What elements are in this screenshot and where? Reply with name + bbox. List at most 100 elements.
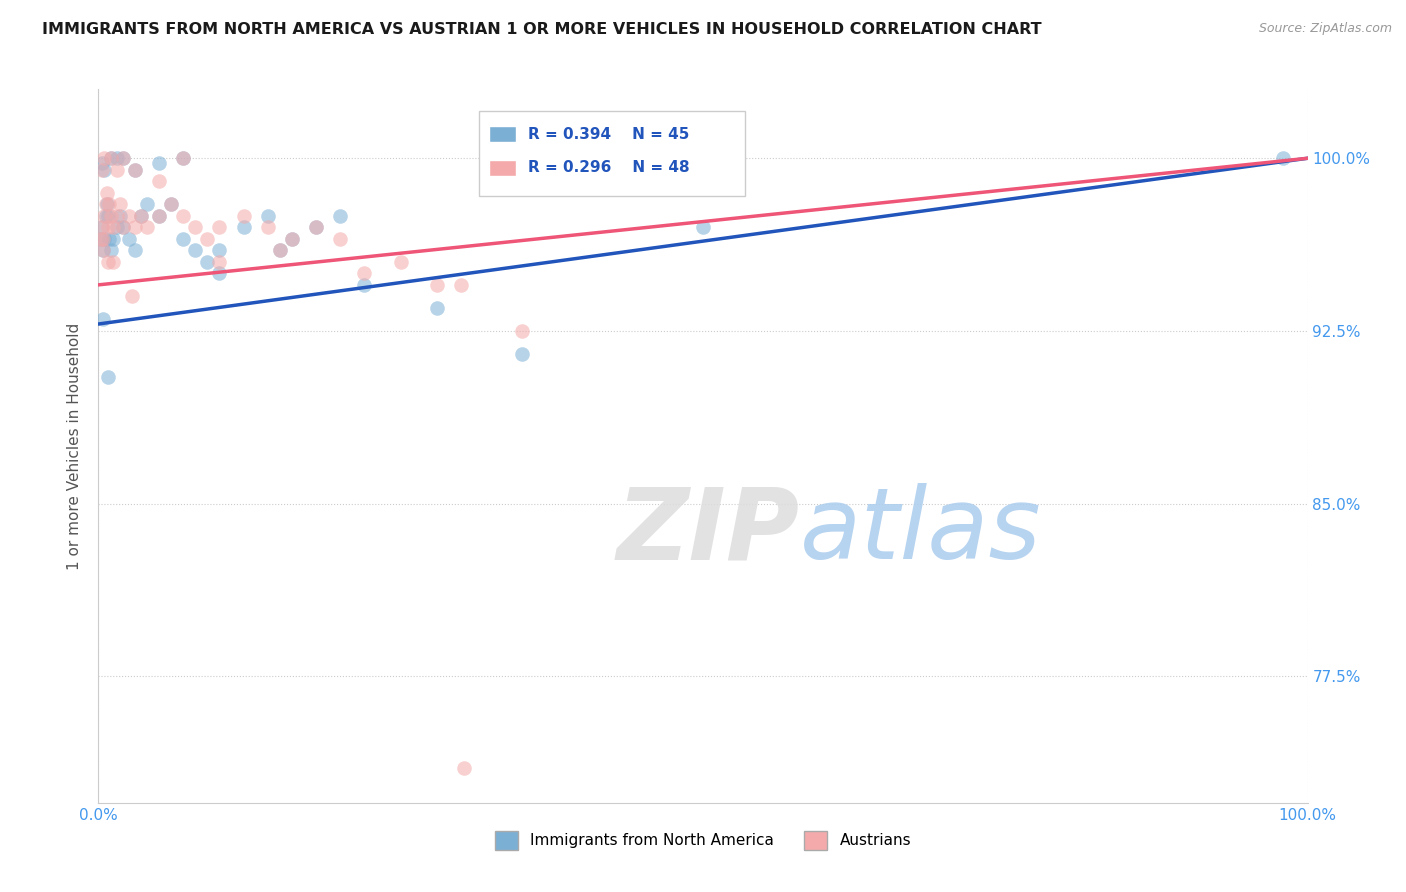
Point bbox=[101, 255, 124, 269]
Point bbox=[329, 232, 352, 246]
Point bbox=[129, 209, 152, 223]
Text: atlas: atlas bbox=[800, 483, 1042, 580]
Point bbox=[135, 197, 157, 211]
Y-axis label: 1 or more Vehicles in Household: 1 or more Vehicles in Household bbox=[67, 322, 83, 570]
Point bbox=[118, 209, 141, 223]
Point bbox=[100, 151, 122, 165]
Point bbox=[91, 244, 114, 258]
Point bbox=[98, 197, 121, 211]
Point bbox=[160, 197, 183, 211]
Text: R = 0.296    N = 48: R = 0.296 N = 48 bbox=[527, 161, 689, 175]
Point bbox=[93, 151, 115, 165]
Point bbox=[329, 209, 352, 223]
Point bbox=[281, 232, 304, 246]
Point bbox=[96, 197, 118, 211]
Point bbox=[93, 162, 115, 177]
Point bbox=[353, 277, 375, 292]
Point bbox=[91, 220, 114, 235]
Point bbox=[91, 220, 114, 235]
Point bbox=[96, 186, 118, 200]
Point bbox=[148, 156, 170, 170]
Point bbox=[208, 244, 231, 258]
Point bbox=[111, 151, 134, 165]
Text: ZIP: ZIP bbox=[617, 483, 800, 580]
Point bbox=[108, 197, 131, 211]
Point bbox=[195, 232, 218, 246]
Point bbox=[172, 151, 194, 165]
Point bbox=[101, 232, 124, 246]
Point bbox=[100, 209, 122, 223]
Point bbox=[91, 156, 114, 170]
Text: R = 0.394    N = 45: R = 0.394 N = 45 bbox=[527, 127, 689, 142]
Point bbox=[97, 220, 120, 235]
Point bbox=[98, 232, 121, 246]
Point bbox=[97, 370, 120, 384]
Legend: Immigrants from North America, Austrians: Immigrants from North America, Austrians bbox=[489, 825, 917, 855]
Point bbox=[148, 209, 170, 223]
Point bbox=[118, 232, 141, 246]
Point bbox=[426, 277, 449, 292]
Point bbox=[93, 209, 115, 223]
Point bbox=[389, 255, 412, 269]
Point bbox=[232, 209, 254, 223]
Text: IMMIGRANTS FROM NORTH AMERICA VS AUSTRIAN 1 OR MORE VEHICLES IN HOUSEHOLD CORREL: IMMIGRANTS FROM NORTH AMERICA VS AUSTRIA… bbox=[42, 22, 1042, 37]
Point bbox=[148, 209, 170, 223]
Point bbox=[172, 151, 194, 165]
Bar bbox=[489, 127, 516, 142]
Point bbox=[269, 244, 291, 258]
Point bbox=[105, 162, 128, 177]
Point bbox=[111, 220, 134, 235]
Point bbox=[184, 220, 207, 235]
Point bbox=[101, 220, 124, 235]
Point bbox=[305, 220, 328, 235]
Point bbox=[105, 209, 128, 223]
Point bbox=[105, 220, 128, 235]
Point bbox=[1272, 151, 1295, 165]
Point bbox=[108, 209, 131, 223]
Point bbox=[94, 197, 117, 211]
Point bbox=[135, 220, 157, 235]
Point bbox=[305, 220, 328, 235]
Point bbox=[100, 151, 122, 165]
Point bbox=[121, 289, 143, 303]
Point bbox=[94, 209, 117, 223]
Point bbox=[269, 244, 291, 258]
Point bbox=[91, 232, 114, 246]
Bar bbox=[489, 160, 516, 176]
Point bbox=[97, 255, 120, 269]
Text: Source: ZipAtlas.com: Source: ZipAtlas.com bbox=[1258, 22, 1392, 36]
Point bbox=[91, 162, 114, 177]
Point bbox=[256, 220, 278, 235]
Point bbox=[124, 244, 146, 258]
Point bbox=[111, 220, 134, 235]
Point bbox=[124, 162, 146, 177]
Point bbox=[353, 266, 375, 280]
Point bbox=[172, 209, 194, 223]
Point bbox=[184, 244, 207, 258]
Point bbox=[232, 220, 254, 235]
Point bbox=[510, 324, 533, 338]
Point bbox=[100, 244, 122, 258]
Point bbox=[426, 301, 449, 315]
Point bbox=[510, 347, 533, 361]
Point bbox=[453, 761, 475, 775]
Point bbox=[148, 174, 170, 188]
Point bbox=[256, 209, 278, 223]
Point bbox=[450, 277, 472, 292]
Point bbox=[208, 266, 231, 280]
Point bbox=[172, 232, 194, 246]
Point bbox=[281, 232, 304, 246]
Point bbox=[97, 209, 120, 223]
Point bbox=[692, 220, 714, 235]
Point bbox=[111, 151, 134, 165]
Point bbox=[93, 232, 115, 246]
Point bbox=[91, 244, 114, 258]
Point bbox=[160, 197, 183, 211]
Point bbox=[129, 209, 152, 223]
Point bbox=[124, 220, 146, 235]
Point bbox=[91, 312, 114, 326]
Point bbox=[90, 232, 112, 246]
Point bbox=[124, 162, 146, 177]
Point bbox=[90, 232, 112, 246]
FancyBboxPatch shape bbox=[479, 111, 745, 196]
